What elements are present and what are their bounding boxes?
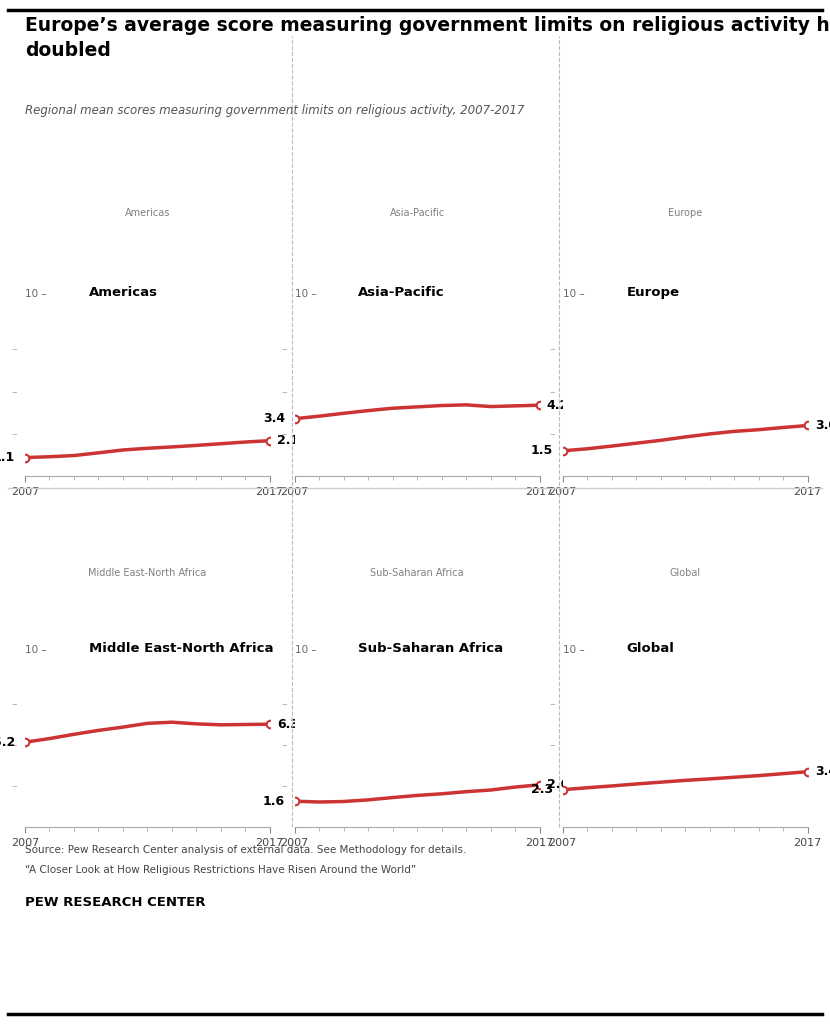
Text: PEW RESEARCH CENTER: PEW RESEARCH CENTER (25, 896, 205, 909)
Text: 10 –: 10 – (25, 645, 46, 655)
Text: Middle East-North Africa: Middle East-North Africa (88, 568, 207, 579)
Text: –: – (12, 429, 17, 439)
Text: 3.4: 3.4 (815, 765, 830, 778)
Text: Source: Pew Research Center analysis of external data. See Methodology for detai: Source: Pew Research Center analysis of … (25, 845, 466, 855)
Text: –: – (549, 429, 555, 439)
Text: Europe: Europe (627, 286, 680, 299)
Text: 2.3: 2.3 (531, 783, 553, 797)
Text: 3.0: 3.0 (815, 419, 830, 432)
Text: –: – (12, 740, 17, 751)
Text: Asia-Pacific: Asia-Pacific (389, 208, 445, 218)
Text: 10 –: 10 – (25, 289, 46, 299)
Text: 4.2: 4.2 (547, 398, 569, 412)
Text: –: – (281, 781, 287, 792)
Text: Global: Global (670, 568, 701, 579)
Text: –: – (549, 781, 555, 792)
Text: Sub-Saharan Africa: Sub-Saharan Africa (359, 642, 504, 655)
Text: Regional mean scores measuring government limits on religious activity, 2007-201: Regional mean scores measuring governmen… (25, 104, 525, 118)
Text: 10 –: 10 – (295, 645, 316, 655)
Text: –: – (549, 387, 555, 396)
Text: –: – (281, 344, 287, 354)
Text: –: – (549, 740, 555, 751)
Text: –: – (281, 387, 287, 396)
Text: Asia-Pacific: Asia-Pacific (359, 286, 445, 299)
Text: Sub-Saharan Africa: Sub-Saharan Africa (370, 568, 464, 579)
Text: –: – (12, 387, 17, 396)
Text: 6.3: 6.3 (277, 718, 299, 731)
Text: Americas: Americas (124, 208, 170, 218)
Text: 5.2: 5.2 (0, 735, 15, 749)
Text: –: – (12, 699, 17, 710)
Text: Europe: Europe (668, 208, 702, 218)
Text: Global: Global (627, 642, 674, 655)
Text: Middle East-North Africa: Middle East-North Africa (89, 642, 273, 655)
Text: –: – (12, 781, 17, 792)
Text: 1.5: 1.5 (530, 444, 553, 458)
Text: 10 –: 10 – (563, 645, 584, 655)
Text: Americas: Americas (89, 286, 158, 299)
Text: 2.1: 2.1 (277, 434, 300, 447)
Text: Europe’s average score measuring government limits on religious activity has
dou: Europe’s average score measuring governm… (25, 16, 830, 59)
Text: –: – (12, 344, 17, 354)
Text: –: – (549, 344, 555, 354)
Text: 3.4: 3.4 (263, 413, 285, 425)
Text: 1.1: 1.1 (0, 452, 15, 464)
Text: 2.6: 2.6 (547, 778, 569, 792)
Text: “A Closer Look at How Religious Restrictions Have Risen Around the World”: “A Closer Look at How Religious Restrict… (25, 865, 416, 876)
Text: –: – (281, 699, 287, 710)
Text: 10 –: 10 – (295, 289, 316, 299)
Text: –: – (549, 699, 555, 710)
Text: –: – (281, 429, 287, 439)
Text: –: – (281, 740, 287, 751)
Text: 1.6: 1.6 (263, 795, 285, 808)
Text: 10 –: 10 – (563, 289, 584, 299)
